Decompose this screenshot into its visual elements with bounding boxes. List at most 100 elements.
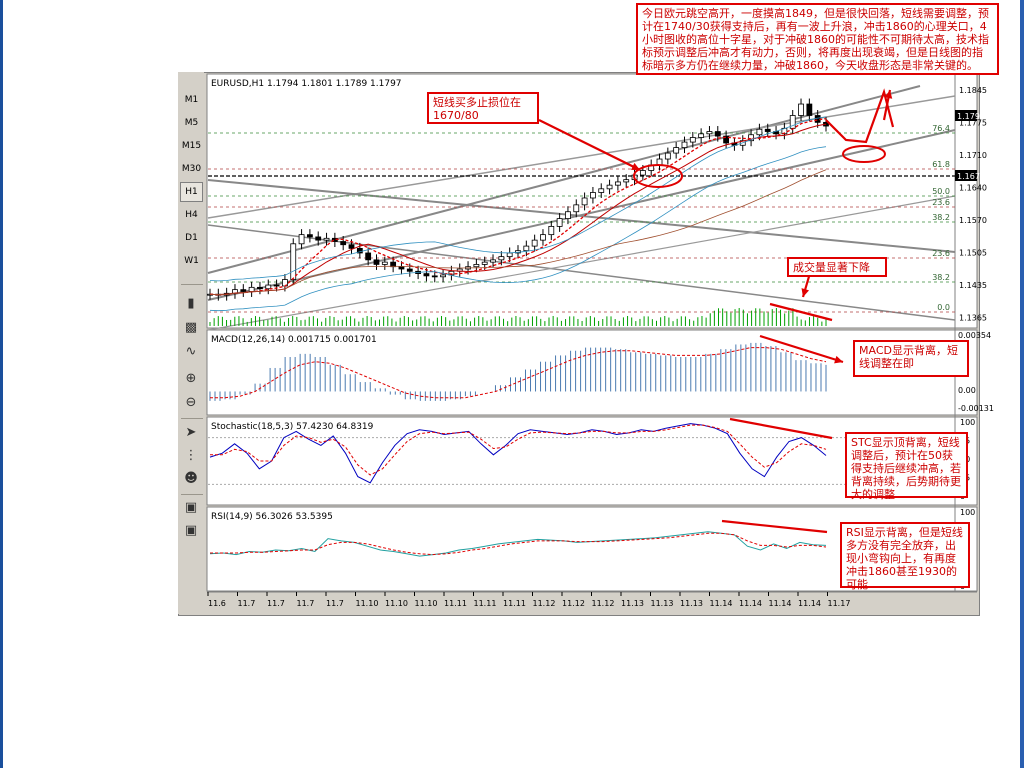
price-axis-label: 1.1710	[959, 151, 987, 160]
annotation-stc: STC显示顶背离，短线调整后，预计在50获得支持后继续冲高，若背离持续，后势期待…	[845, 432, 968, 498]
candle-body	[474, 264, 479, 266]
time-axis-label: 11.7	[297, 599, 315, 608]
time-axis-label: 11.14	[739, 599, 762, 608]
candle-body	[291, 244, 296, 280]
time-axis-label: 11.7	[238, 599, 256, 608]
candle-body	[815, 115, 820, 122]
candle-body	[316, 237, 321, 240]
time-axis-label: 11.17	[828, 599, 851, 608]
time-axis-label: 11.14	[769, 599, 792, 608]
fib-level-label: 0.0	[937, 303, 950, 312]
time-axis-label: 11.12	[592, 599, 615, 608]
candle-body	[682, 142, 687, 147]
candle-body	[249, 287, 254, 291]
candle-body	[524, 246, 529, 251]
fib-level-label: 76.4	[932, 124, 950, 133]
time-axis-label: 11.10	[356, 599, 379, 608]
fib-level-label: 23.6	[932, 198, 950, 207]
price-axis-label: 1.1845	[959, 86, 987, 95]
time-axis-label: 11.11	[444, 599, 467, 608]
marked-price: 1.1673	[957, 172, 985, 181]
candle-body	[441, 275, 446, 277]
candle-body	[640, 170, 645, 175]
candle-body	[324, 238, 329, 240]
candle-body	[699, 134, 704, 138]
candle-body	[424, 274, 429, 276]
candle-body	[582, 198, 587, 205]
price-axis-label: 1.1505	[959, 249, 987, 258]
candle-body	[799, 104, 804, 115]
price-axis-label: 1.1435	[959, 281, 987, 290]
current-price: 1.1797	[957, 112, 985, 121]
candle-body	[574, 205, 579, 212]
candle-body	[715, 132, 720, 137]
candle-body	[374, 260, 379, 265]
fib-level-label: 38.2	[932, 273, 950, 282]
candle-body	[491, 260, 496, 262]
fib-level-label: 38.2	[932, 213, 950, 222]
candle-body	[482, 262, 487, 264]
candle-body	[624, 180, 629, 182]
candle-body	[665, 153, 670, 159]
candle-body	[807, 104, 812, 115]
time-axis-label: 11.12	[562, 599, 585, 608]
candle-body	[407, 269, 412, 271]
time-axis-label: 11.11	[474, 599, 497, 608]
fib-level-label: 61.8	[932, 160, 950, 169]
time-axis-label: 11.10	[415, 599, 438, 608]
candle-body	[366, 253, 371, 260]
candle-body	[707, 132, 712, 134]
fib-level-label: 50.0	[932, 187, 950, 196]
candle-body	[599, 189, 604, 193]
candle-body	[241, 290, 246, 292]
candle-body	[565, 212, 570, 219]
price-axis-label: 1.1570	[959, 216, 987, 225]
candle-body	[607, 185, 612, 189]
candle-body	[540, 235, 545, 240]
candle-body	[307, 235, 312, 237]
macd-axis-label: 0.00	[958, 386, 976, 395]
annotation-summary: 今日欧元跳空高开，一度摸高1849，但是很快回落，短线需要调整，预计在1740/…	[636, 3, 999, 75]
candle-body	[349, 245, 354, 249]
annotation-volume: 成交量显著下降	[787, 257, 887, 277]
annotation-macd: MACD显示背离，短线调整在即	[853, 340, 969, 377]
price-axis-label: 1.1365	[959, 314, 987, 323]
time-axis-label: 11.13	[680, 599, 703, 608]
candle-body	[557, 219, 562, 227]
time-axis-label: 11.14	[710, 599, 733, 608]
candle-body	[765, 129, 770, 131]
candle-body	[299, 235, 304, 244]
macd-axis-label: 0.00354	[958, 331, 991, 340]
candle-body	[674, 148, 679, 153]
candle-body	[757, 129, 762, 134]
candle-body	[532, 240, 537, 246]
candle-body	[690, 137, 695, 142]
macd-header: MACD(12,26,14) 0.001715 0.001701	[211, 335, 377, 345]
stoch-axis-label: 100	[960, 418, 975, 427]
price-pane	[207, 74, 977, 328]
candle-body	[257, 287, 262, 288]
time-axis-label: 11.13	[621, 599, 644, 608]
candle-body	[399, 267, 404, 269]
time-axis-label: 11.11	[503, 599, 526, 608]
rsi-axis-label: 100	[960, 508, 975, 517]
candle-body	[432, 276, 437, 277]
candle-body	[499, 257, 504, 260]
candle-body	[274, 285, 279, 286]
annotation-stop-loss: 短线买多止损位在1670/80	[427, 92, 539, 124]
time-axis-label: 11.6	[208, 599, 226, 608]
price-header: EURUSD,H1 1.1794 1.1801 1.1789 1.1797	[211, 79, 402, 89]
time-axis-label: 11.13	[651, 599, 674, 608]
candle-body	[590, 192, 595, 197]
candle-body	[615, 182, 620, 185]
time-axis-label: 11.7	[326, 599, 344, 608]
time-axis-label: 11.12	[533, 599, 556, 608]
fib-level-label: 23.6	[932, 249, 950, 258]
candle-body	[341, 242, 346, 245]
price-axis-label: 1.1640	[959, 184, 987, 193]
rsi-header: RSI(14,9) 56.3026 53.5395	[211, 512, 333, 522]
candle-body	[382, 262, 387, 264]
candle-body	[507, 253, 512, 257]
annotation-rsi: RSI显示背离，但是短线多方没有完全放弃，出现小弯钩向上，有再度冲击1860甚至…	[840, 522, 970, 588]
macd-axis-label: -0.00131	[958, 404, 994, 413]
